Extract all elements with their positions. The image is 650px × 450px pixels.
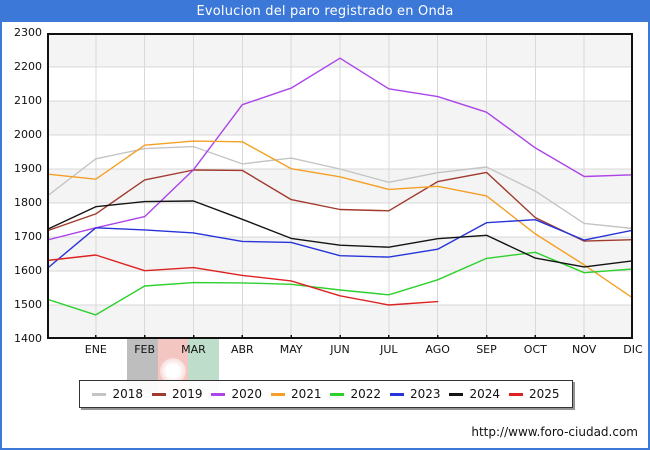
y-axis-tick-label: 1900 [14,162,42,175]
x-axis-tick-label: AGO [425,343,450,356]
y-axis-tick-label: 1500 [14,298,42,311]
legend-item-2021: 2021 [270,387,322,401]
y-axis-tick-label: 2200 [14,60,42,73]
x-axis-tick-label: JUN [330,343,350,356]
y-axis-tick-label: 2000 [14,128,42,141]
x-axis-tick-label: ABR [230,343,254,356]
series-line-2023 [47,218,633,270]
x-axis-tick-label: ENE [84,343,107,356]
legend-label-2022: 2022 [350,387,382,401]
legend-label-2018: 2018 [112,387,144,401]
legend-label-2023: 2023 [409,387,441,401]
legend-swatch-2021 [270,392,285,396]
legend-swatch-2020 [211,392,226,396]
x-axis-tick-label: DIC [623,343,643,356]
line-chart-plot-area [47,33,633,339]
legend-swatch-2023 [389,392,404,396]
y-axis-tick-label: 1600 [14,264,42,277]
legend-label-2021: 2021 [290,387,322,401]
legend-item-2023: 2023 [389,387,441,401]
series-line-2019 [47,169,633,242]
legend-item-2022: 2022 [330,387,381,401]
series-line-2025 [47,254,439,306]
y-axis-tick-label: 2300 [14,26,42,39]
x-axis-tick-label: OCT [523,343,547,356]
x-axis-tick-label: FEB [134,343,156,356]
legend-item-2020: 2020 [211,387,262,401]
series-line-2021 [47,140,633,299]
legend-item-2018: 2018 [92,387,143,401]
series-line-2022 [47,251,633,316]
legend-swatch-2025 [508,392,523,396]
legend-swatch-2024 [449,392,464,396]
legend-label-2020: 2020 [231,387,263,401]
y-axis-tick-label: 1800 [14,196,42,209]
footer-url: http://www.foro-ciudad.com [471,425,638,439]
legend: 2018 2019 2020 2021 2022 2023 2024 2025 [79,380,573,408]
y-axis-tick-label: 1400 [14,332,42,345]
x-axis-tick-label: SEP [476,343,497,356]
legend-item-2019: 2019 [151,387,203,401]
legend-item-2024: 2024 [449,387,500,401]
legend-label-2019: 2019 [171,387,203,401]
legend-swatch-2022 [330,392,345,396]
x-axis-tick-label: MAY [279,343,303,356]
legend-swatch-2019 [151,392,166,396]
series-line-2020 [47,57,633,241]
legend-item-2025: 2025 [508,387,560,401]
y-axis-tick-label: 2100 [14,94,42,107]
series-line-2018 [47,145,633,230]
y-axis-tick-label: 1700 [14,230,42,243]
series-line-2024 [47,200,633,268]
chart-title: Evolucion del paro registrado en Onda [2,2,648,22]
x-axis-tick-label: NOV [572,343,597,356]
legend-swatch-2018 [92,392,107,396]
flag-watermark [127,334,220,392]
x-axis-tick-label: JUL [380,343,398,356]
legend-label-2024: 2024 [469,387,501,401]
x-axis-tick-label: MAR [181,343,206,356]
legend-label-2025: 2025 [528,387,560,401]
